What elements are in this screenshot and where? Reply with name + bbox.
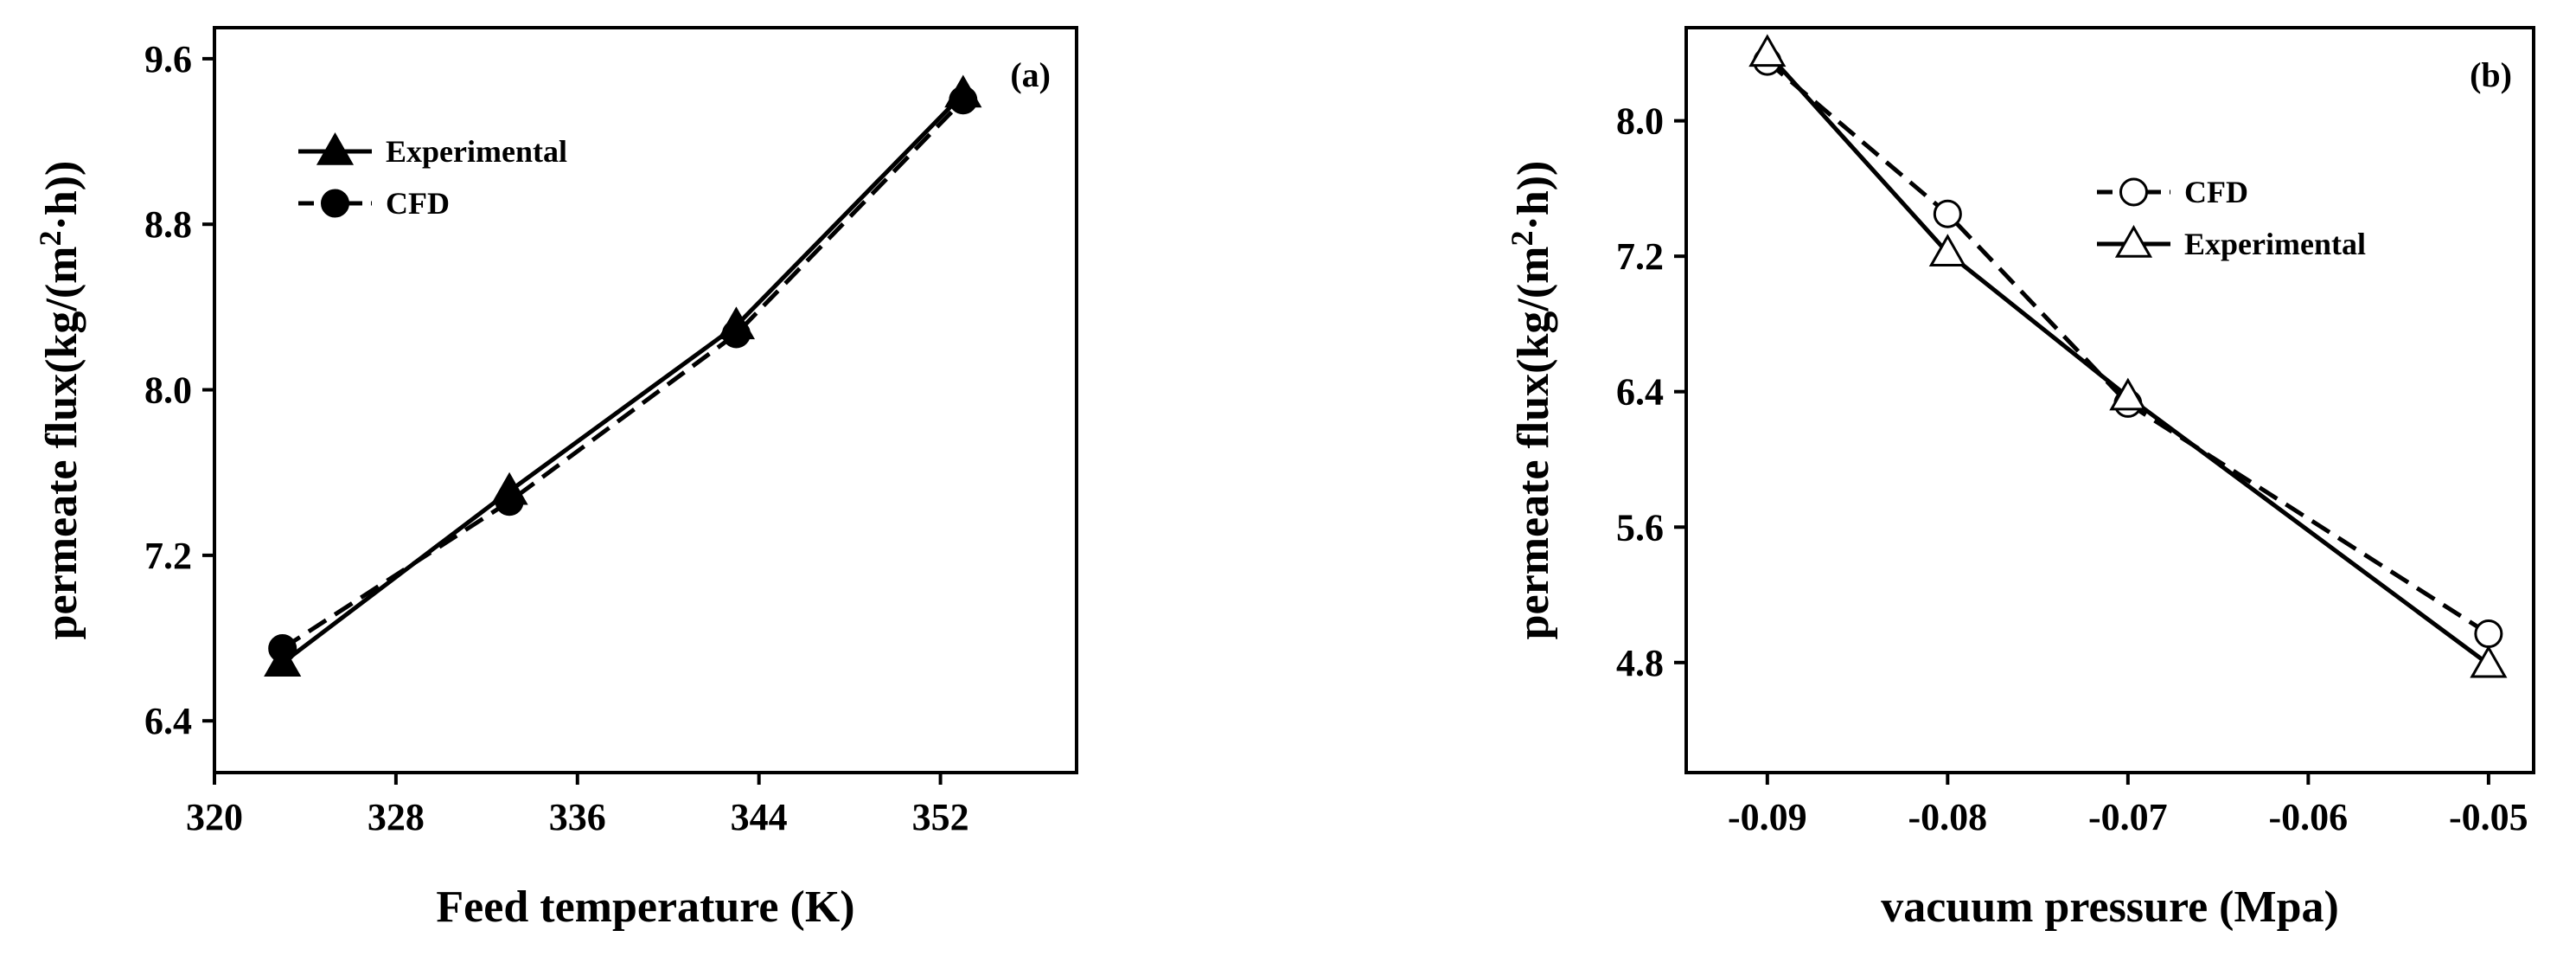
legend-label: Experimental: [386, 134, 567, 169]
data-point-cfd: [1933, 199, 1962, 228]
y-tick-label: 8.0: [1616, 100, 1664, 143]
data-point-cfd: [721, 319, 751, 349]
x-tick-label: -0.06: [2269, 796, 2349, 838]
series-line-cfd: [1766, 60, 2490, 636]
legend-label: Experimental: [2184, 227, 2366, 261]
legend-marker: [316, 132, 355, 165]
x-tick-label: 328: [368, 796, 425, 838]
x-axis-title: Feed temperature (K): [436, 882, 854, 932]
data-point-cfd: [949, 86, 978, 115]
y-axis-title: permeate flux(kg/(m2·h)): [1505, 161, 1558, 640]
panel-label: (a): [1010, 55, 1051, 94]
panel-a: 6.4 7.2 8.0 8.8 9.6 320 328 336 344 352 Feed tempe…: [33, 26, 1078, 932]
y-tick-label: 6.4: [1616, 371, 1664, 414]
data-point-cfd: [268, 634, 297, 663]
y-axis-title: permeate flux(kg/(m2·h)): [33, 161, 86, 640]
data-point-experimental: [1748, 34, 1787, 67]
y-tick-label: 7.2: [1616, 235, 1664, 278]
data-point-cfd: [2474, 619, 2503, 649]
plot-frame: [1684, 26, 2535, 774]
y-tick-label: 4.8: [1616, 642, 1664, 684]
x-tick-label: 352: [912, 796, 969, 838]
legend-marker: [321, 189, 349, 218]
panel-b: 4.8 5.6 6.4 7.2 8.0 -0.09 -0.08 -0.07 -0.06 -0.05…: [1505, 26, 2535, 932]
y-tick-label: 7.2: [144, 535, 192, 577]
y-tick-label: 8.0: [144, 369, 192, 412]
series-line-experimental: [281, 92, 965, 665]
series-line-cfd: [281, 98, 965, 651]
x-tick-label: -0.07: [2088, 796, 2168, 838]
legend-marker: [2114, 224, 2153, 258]
x-tick-label: 320: [186, 796, 243, 838]
x-tick-label: -0.05: [2449, 796, 2528, 838]
series-line-experimental: [1765, 51, 2490, 666]
data-point-experimental: [2109, 377, 2147, 411]
y-tick-label: 6.4: [144, 700, 192, 742]
x-tick-label: 336: [549, 796, 606, 838]
x-tick-label: -0.09: [1728, 796, 1807, 838]
plot-frame: [213, 26, 1078, 774]
legend-label: CFD: [386, 186, 450, 221]
y-tick-label: 8.8: [144, 203, 192, 246]
y-tick-label: 5.6: [1616, 506, 1664, 549]
data-point-experimental: [2470, 645, 2508, 678]
data-point-cfd: [495, 487, 524, 516]
y-tick-label: 9.6: [144, 38, 192, 80]
panel-label: (b): [2470, 55, 2512, 94]
x-axis-title: vacuum pressure (Mpa): [1881, 882, 2339, 932]
legend-marker: [2119, 177, 2148, 207]
legend-label: CFD: [2184, 175, 2248, 209]
data-point-experimental: [1928, 234, 1966, 267]
x-tick-label: 344: [731, 796, 788, 838]
x-tick-label: -0.08: [1908, 796, 1988, 838]
